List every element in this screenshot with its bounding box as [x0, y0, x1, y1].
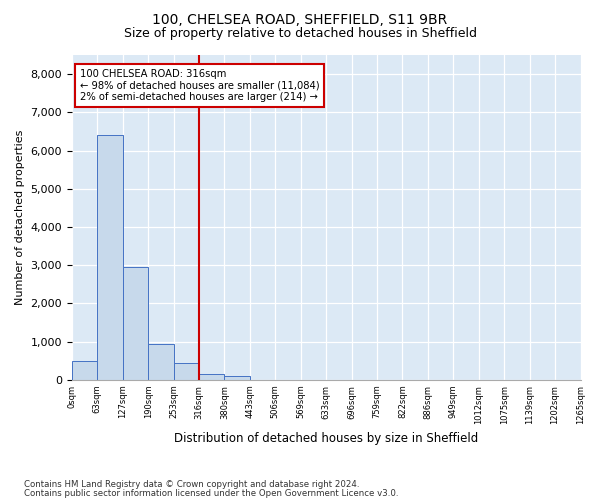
- Bar: [148, 344, 173, 380]
- X-axis label: Distribution of detached houses by size in Sheffield: Distribution of detached houses by size …: [174, 432, 478, 445]
- Text: Contains public sector information licensed under the Open Government Licence v3: Contains public sector information licen…: [24, 489, 398, 498]
- Bar: [72, 361, 97, 380]
- Bar: [123, 267, 148, 380]
- Bar: [97, 135, 123, 380]
- Y-axis label: Number of detached properties: Number of detached properties: [15, 130, 25, 305]
- Bar: [224, 376, 250, 380]
- Text: 100, CHELSEA ROAD, SHEFFIELD, S11 9BR: 100, CHELSEA ROAD, SHEFFIELD, S11 9BR: [152, 12, 448, 26]
- Text: Size of property relative to detached houses in Sheffield: Size of property relative to detached ho…: [124, 28, 476, 40]
- Bar: [173, 364, 199, 380]
- Text: Contains HM Land Registry data © Crown copyright and database right 2024.: Contains HM Land Registry data © Crown c…: [24, 480, 359, 489]
- Text: 100 CHELSEA ROAD: 316sqm
← 98% of detached houses are smaller (11,084)
2% of sem: 100 CHELSEA ROAD: 316sqm ← 98% of detach…: [80, 69, 319, 102]
- Bar: [199, 374, 224, 380]
